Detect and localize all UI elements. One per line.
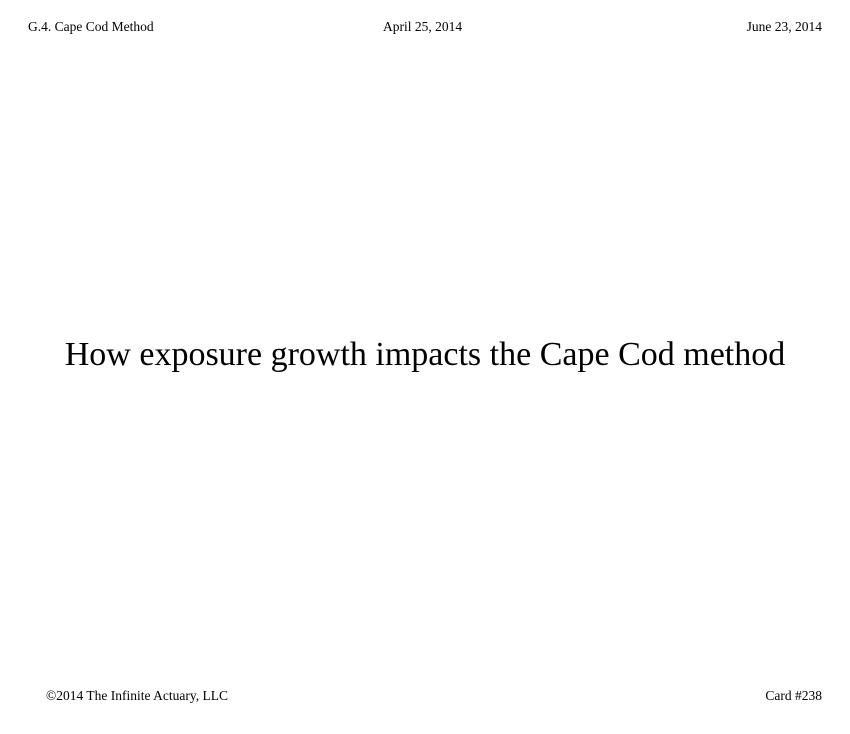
header-section: G.4. Cape Cod Method	[28, 19, 154, 34]
footer-card-number: Card #238	[765, 688, 822, 703]
footer-copyright: ©2014 The Infinite Actuary, LLC	[46, 688, 228, 703]
card-title: How exposure growth impacts the Cape Cod…	[64, 336, 786, 373]
header-date-created: April 25, 2014	[383, 19, 463, 34]
header-date-updated: June 23, 2014	[746, 19, 822, 34]
